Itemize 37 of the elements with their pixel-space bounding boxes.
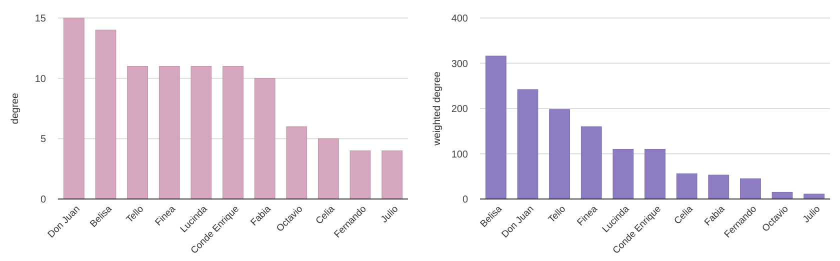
bar <box>318 138 339 200</box>
bar <box>222 66 244 200</box>
bar <box>127 66 148 200</box>
bar <box>350 150 371 200</box>
y-tick-label: 200 <box>451 104 468 115</box>
y-tick-label: 0 <box>40 194 46 206</box>
bar <box>740 178 761 200</box>
x-tick-label: Tello <box>546 204 568 226</box>
y-tick-label: 100 <box>451 149 468 160</box>
bar <box>612 148 634 200</box>
bar <box>63 18 84 200</box>
bar <box>286 126 308 200</box>
y-axis-title: weighted degree <box>432 71 443 146</box>
y-tick-label: 0 <box>462 194 468 206</box>
y-tick-label: 400 <box>451 14 468 24</box>
bar <box>190 66 212 200</box>
bar <box>676 173 698 200</box>
bar <box>95 30 116 200</box>
x-tick-label: Julio <box>800 204 823 226</box>
bar <box>772 192 793 200</box>
bar <box>517 89 538 200</box>
bar <box>382 150 403 200</box>
bar <box>804 194 825 200</box>
y-tick-label: 10 <box>34 74 46 85</box>
bar <box>485 56 506 200</box>
y-axis-title: degree <box>10 92 21 124</box>
y-tick-label: 5 <box>40 134 46 146</box>
bar <box>158 66 180 200</box>
x-tick-label: Tello <box>124 204 146 226</box>
y-tick-label: 15 <box>34 14 46 24</box>
bar <box>549 109 570 200</box>
y-tick-label: 300 <box>451 58 468 70</box>
x-tick-label: Julio <box>378 204 401 226</box>
bar <box>580 126 602 200</box>
bar <box>254 78 276 200</box>
bar <box>708 174 730 200</box>
bar <box>644 148 666 200</box>
